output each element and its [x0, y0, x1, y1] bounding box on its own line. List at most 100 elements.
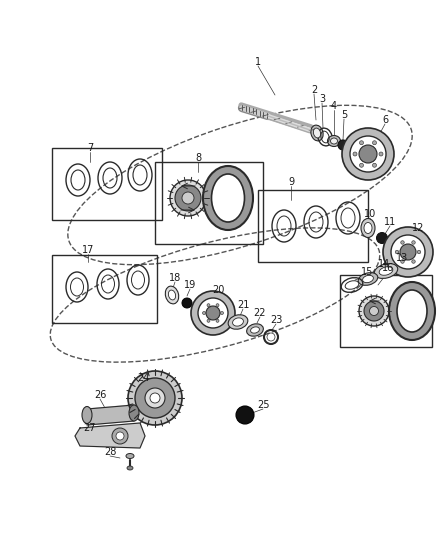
Text: 20: 20	[212, 285, 224, 295]
Ellipse shape	[135, 378, 175, 418]
Ellipse shape	[363, 276, 373, 282]
Ellipse shape	[116, 432, 124, 440]
Ellipse shape	[175, 185, 201, 211]
Ellipse shape	[379, 266, 393, 275]
Text: 18: 18	[169, 273, 181, 283]
Ellipse shape	[328, 135, 340, 147]
Ellipse shape	[372, 163, 377, 167]
Ellipse shape	[127, 466, 133, 470]
Ellipse shape	[126, 454, 134, 458]
Text: 7: 7	[87, 143, 93, 153]
Ellipse shape	[331, 138, 338, 144]
Ellipse shape	[182, 298, 192, 308]
Text: 24: 24	[137, 373, 149, 383]
Ellipse shape	[389, 282, 435, 340]
Ellipse shape	[342, 128, 394, 180]
Ellipse shape	[247, 324, 263, 336]
Text: 14: 14	[378, 259, 390, 269]
Ellipse shape	[267, 333, 275, 341]
Text: 23: 23	[270, 315, 282, 325]
Text: 17: 17	[82, 245, 94, 255]
Polygon shape	[75, 423, 145, 448]
Text: 21: 21	[237, 300, 249, 310]
Ellipse shape	[251, 327, 259, 333]
Ellipse shape	[372, 141, 377, 145]
Ellipse shape	[191, 291, 235, 335]
Ellipse shape	[128, 371, 182, 425]
Ellipse shape	[311, 125, 323, 141]
Ellipse shape	[313, 128, 321, 138]
Ellipse shape	[361, 219, 375, 238]
Ellipse shape	[401, 241, 404, 244]
Ellipse shape	[360, 141, 364, 145]
Ellipse shape	[220, 311, 223, 314]
Text: 12: 12	[412, 223, 424, 233]
Ellipse shape	[358, 273, 378, 285]
Bar	[155, 162, 263, 244]
Ellipse shape	[401, 260, 404, 263]
Ellipse shape	[350, 136, 386, 172]
Text: 1: 1	[255, 57, 261, 67]
Polygon shape	[87, 405, 134, 425]
Ellipse shape	[377, 232, 388, 244]
Ellipse shape	[412, 260, 415, 263]
Text: 4: 4	[331, 101, 337, 111]
Ellipse shape	[374, 263, 398, 278]
Ellipse shape	[360, 163, 364, 167]
Ellipse shape	[233, 318, 244, 326]
Text: 22: 22	[254, 308, 266, 318]
Bar	[258, 190, 368, 262]
Ellipse shape	[207, 304, 210, 306]
Ellipse shape	[150, 393, 160, 403]
Text: 11: 11	[384, 217, 396, 227]
Ellipse shape	[236, 406, 254, 424]
Text: 3: 3	[319, 94, 325, 104]
Ellipse shape	[228, 315, 248, 329]
Text: 19: 19	[184, 280, 196, 290]
Ellipse shape	[353, 152, 357, 156]
Bar	[340, 275, 432, 347]
Ellipse shape	[170, 180, 206, 216]
Text: 28: 28	[104, 447, 116, 457]
Ellipse shape	[359, 296, 389, 326]
Text: 16: 16	[382, 263, 394, 273]
Ellipse shape	[82, 407, 92, 424]
Ellipse shape	[370, 306, 378, 316]
Text: 8: 8	[195, 153, 201, 163]
Ellipse shape	[383, 227, 433, 277]
Ellipse shape	[112, 428, 128, 444]
Text: 9: 9	[288, 177, 294, 187]
Ellipse shape	[364, 301, 384, 321]
Text: 10: 10	[364, 209, 376, 219]
Ellipse shape	[182, 192, 194, 204]
Ellipse shape	[417, 251, 421, 254]
Ellipse shape	[198, 298, 228, 328]
Ellipse shape	[212, 174, 244, 222]
Text: 13: 13	[396, 253, 408, 263]
Ellipse shape	[206, 306, 220, 320]
Ellipse shape	[216, 319, 219, 322]
Text: 26: 26	[94, 390, 106, 400]
Ellipse shape	[165, 286, 179, 304]
Ellipse shape	[400, 244, 416, 260]
Ellipse shape	[391, 235, 425, 269]
Ellipse shape	[395, 251, 399, 254]
Text: 25: 25	[257, 400, 269, 410]
Bar	[52, 255, 157, 323]
Ellipse shape	[216, 304, 219, 306]
Ellipse shape	[359, 145, 377, 163]
Text: 27: 27	[84, 423, 96, 433]
Ellipse shape	[145, 388, 165, 408]
Text: 2: 2	[311, 85, 317, 95]
Ellipse shape	[364, 222, 372, 233]
Ellipse shape	[338, 140, 348, 150]
Text: 6: 6	[382, 115, 388, 125]
Ellipse shape	[202, 311, 205, 314]
Ellipse shape	[203, 166, 253, 230]
Ellipse shape	[412, 241, 415, 244]
Text: 15: 15	[361, 267, 373, 277]
Ellipse shape	[168, 290, 176, 300]
Text: 5: 5	[341, 110, 347, 120]
Ellipse shape	[129, 405, 139, 421]
Bar	[52, 148, 162, 220]
